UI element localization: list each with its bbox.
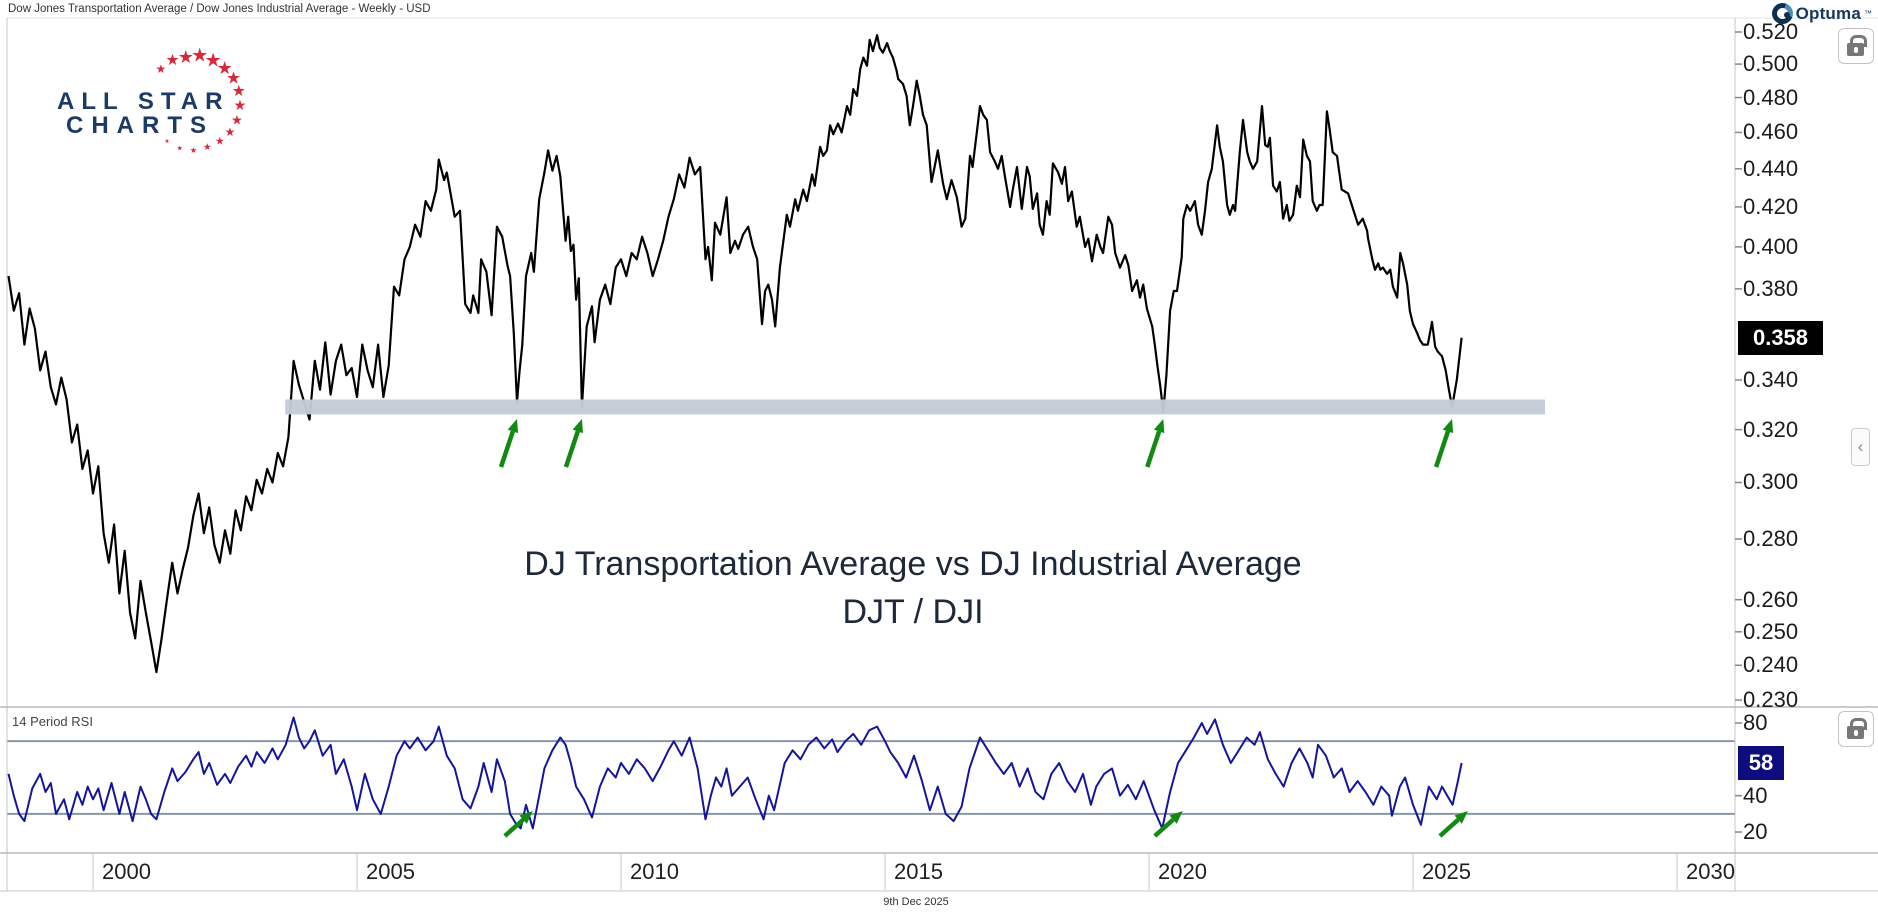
optuma-trademark: ™ [1864, 9, 1872, 18]
green-arrow-annotation[interactable] [1145, 419, 1165, 468]
green-arrow-annotation[interactable] [1438, 811, 1468, 838]
lock-icon [1850, 35, 1867, 47]
price-axis-tick-label: 0.520 [1743, 19, 1799, 44]
price-panel[interactable] [7, 34, 1546, 674]
green-arrow-annotation[interactable] [498, 419, 519, 468]
rsi-axis-tick-label: 40 [1743, 782, 1768, 808]
price-axis-tick-label: 0.300 [1743, 469, 1799, 495]
star-icon: ★ [154, 129, 159, 135]
annotation-line1: DJ Transportation Average vs DJ Industri… [524, 545, 1302, 583]
price-axis-tick-label: 0.500 [1743, 51, 1799, 77]
green-arrow-annotation[interactable] [563, 419, 584, 468]
star-icon: ★ [155, 61, 167, 76]
green-arrow-annotation[interactable] [1433, 419, 1454, 468]
price-axis-tick-label: 0.260 [1743, 586, 1799, 612]
cursor-date-label: 9th Dec 2025 [883, 896, 949, 908]
price-axis-tick-label: 0.440 [1743, 155, 1799, 181]
rsi-panel-lock-button[interactable] [1838, 711, 1874, 747]
rsi-axis-tick-label: 20 [1743, 819, 1768, 845]
star-icon: ★ [216, 58, 233, 79]
star-icon: ★ [231, 83, 246, 101]
chevron-left-icon: ‹ [1857, 437, 1864, 456]
instrument-title: Dow Jones Transportation Average / Dow J… [8, 3, 431, 15]
rsi-series-line[interactable] [7, 716, 1463, 830]
time-axis-tick-label: 2000 [102, 859, 151, 884]
support-zone-band[interactable] [285, 399, 1545, 415]
last-rsi-badge: 58 [1738, 745, 1784, 780]
price-axis-tick-label: 0.340 [1743, 366, 1799, 392]
star-icon: ★ [204, 49, 222, 71]
watermark-line2: CHARTS [66, 112, 214, 139]
time-axis-tick-label: 2005 [366, 859, 415, 884]
star-icon: ★ [176, 143, 183, 153]
optuma-logo-icon [1771, 3, 1793, 24]
last-price-badge: 0.358 [1738, 320, 1823, 355]
rsi-axis-tick-label: 80 [1743, 710, 1768, 735]
price-axis-tick-label: 0.320 [1743, 416, 1799, 442]
star-icon: ★ [215, 135, 225, 148]
axis-collapse-button[interactable]: ‹ [1851, 428, 1870, 466]
lock-icon [1850, 718, 1867, 730]
price-axis-tick-label: 0.380 [1743, 275, 1799, 301]
star-icon: ★ [224, 124, 236, 139]
time-axis-tick-label: 2015 [894, 859, 943, 884]
price-axis-tick-label: 0.480 [1743, 84, 1799, 110]
optuma-logo-text: Optuma [1795, 3, 1861, 23]
star-icon: ★ [177, 46, 194, 67]
price-axis-tick-label: 0.230 [1743, 687, 1799, 713]
green-arrow-annotation[interactable] [1153, 811, 1183, 838]
price-panel-lock-button[interactable] [1838, 28, 1874, 64]
rsi-panel-label: 14 Period RSI [12, 714, 93, 729]
time-axis-tick-label: 2020 [1158, 859, 1207, 884]
price-axis-tick-label: 0.240 [1743, 652, 1799, 678]
rsi-panel[interactable] [7, 716, 1735, 838]
watermark-line1: ALL STAR [57, 88, 230, 115]
price-axis-tick-label: 0.250 [1743, 618, 1799, 644]
annotation-line2: DJT / DJI [842, 593, 984, 631]
star-icon: ★ [189, 144, 198, 155]
ratio-series-line[interactable] [7, 34, 1463, 674]
green-arrow-annotation[interactable] [503, 811, 533, 838]
time-axis-tick-label: 2030 [1686, 859, 1735, 884]
time-axis-tick-label: 2010 [630, 859, 679, 884]
star-icon: ★ [226, 68, 242, 88]
price-axis-tick-label: 0.280 [1743, 525, 1799, 551]
optuma-logo: Optuma ™ [1771, 3, 1872, 24]
time-axis-tick-label: 2025 [1422, 859, 1471, 884]
star-icon: ★ [164, 139, 170, 146]
allstarcharts-watermark: ★ ★ ★ ★ ★ ★ ★ ★ ★ ★ ★ ★ ★ ★ ★ ★ ★ ALL STAR CHARTS [0, 0, 280, 190]
price-axis-tick-label: 0.420 [1743, 193, 1799, 219]
star-icon: ★ [191, 45, 209, 67]
star-icon: ★ [230, 112, 243, 128]
price-axis-tick-label: 0.400 [1743, 233, 1799, 259]
star-icon: ★ [165, 51, 180, 69]
star-icon: ★ [203, 141, 212, 153]
annotation-title[interactable]: DJ Transportation Average vs DJ Industri… [524, 540, 1301, 636]
star-icon: ★ [233, 97, 247, 114]
price-axis-tick-label: 0.460 [1743, 119, 1799, 145]
